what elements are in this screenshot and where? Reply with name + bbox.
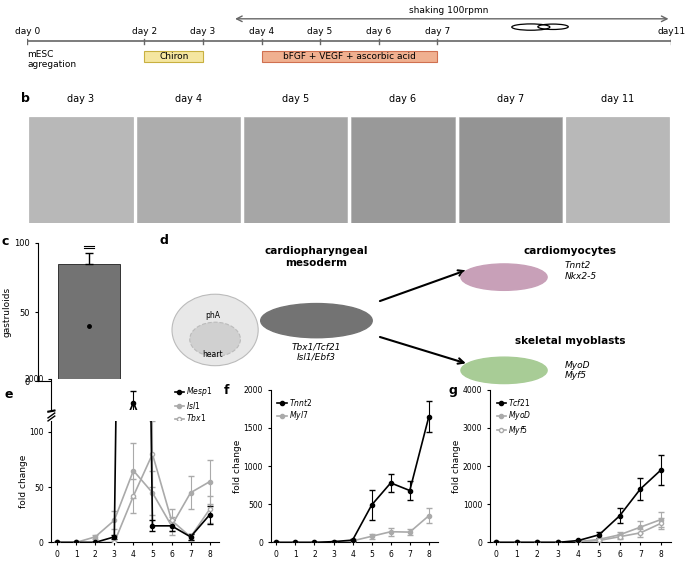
Bar: [458, 116, 562, 223]
Text: d: d: [160, 233, 169, 247]
Text: skeletal myoblasts: skeletal myoblasts: [514, 336, 625, 346]
Legend: $\it{Mesp1}$, $\it{Isl1}$, $\it{Tbx1}$: $\it{Mesp1}$, $\it{Isl1}$, $\it{Tbx1}$: [172, 383, 215, 427]
Text: g: g: [448, 384, 457, 397]
Text: b: b: [21, 92, 30, 105]
Circle shape: [461, 357, 547, 384]
Y-axis label: fold change: fold change: [452, 440, 461, 493]
Bar: [351, 116, 455, 223]
Text: day 2: day 2: [132, 27, 157, 36]
Text: mESC
agregation: mESC agregation: [27, 50, 77, 69]
Text: Tbx1/Tcf21
Isl1/Ebf3: Tbx1/Tcf21 Isl1/Ebf3: [292, 342, 341, 362]
Ellipse shape: [172, 294, 258, 366]
Bar: [244, 116, 347, 223]
Text: heart: heart: [202, 350, 223, 359]
Text: day 4: day 4: [249, 27, 274, 36]
Text: f: f: [223, 384, 229, 397]
Text: day 7: day 7: [497, 94, 524, 103]
Y-axis label: % of beating
gastruloids: % of beating gastruloids: [0, 283, 12, 341]
Text: day 11: day 11: [601, 94, 634, 103]
Legend: $\it{Tnnt2}$, $\it{Myl7}$: $\it{Tnnt2}$, $\it{Myl7}$: [275, 394, 315, 425]
Text: cardiomyocytes: cardiomyocytes: [523, 246, 616, 256]
Text: e: e: [4, 388, 13, 401]
Circle shape: [261, 303, 372, 338]
Text: day 3: day 3: [68, 94, 95, 103]
FancyBboxPatch shape: [145, 51, 203, 62]
Text: phA: phA: [205, 311, 220, 320]
Ellipse shape: [190, 322, 240, 357]
Text: day 6: day 6: [390, 94, 416, 103]
Legend: $\it{Tcf21}$, $\it{MyoD}$, $\it{Myf5}$: $\it{Tcf21}$, $\it{MyoD}$, $\it{Myf5}$: [494, 394, 534, 440]
FancyBboxPatch shape: [262, 51, 437, 62]
Text: Chiron: Chiron: [159, 52, 188, 61]
Circle shape: [461, 264, 547, 290]
Y-axis label: fold change: fold change: [19, 455, 28, 508]
Bar: [58, 264, 120, 381]
Text: bFGF + VEGF + ascorbic acid: bFGF + VEGF + ascorbic acid: [283, 52, 416, 61]
Bar: [566, 116, 669, 223]
Text: day 6: day 6: [366, 27, 391, 36]
Text: day 4: day 4: [175, 94, 202, 103]
Bar: [136, 116, 240, 223]
Text: day 3: day 3: [190, 27, 216, 36]
Text: cardiopharyngeal
mesoderm: cardiopharyngeal mesoderm: [264, 246, 369, 268]
Bar: [29, 116, 133, 223]
Text: Tnnt2
Nkx2-5: Tnnt2 Nkx2-5: [565, 261, 597, 281]
Text: c: c: [2, 234, 9, 247]
Text: day 5: day 5: [282, 94, 310, 103]
Text: MyoD
Myf5: MyoD Myf5: [565, 360, 590, 380]
Text: shaking 100rpmn: shaking 100rpmn: [409, 6, 488, 15]
Text: day 5: day 5: [308, 27, 333, 36]
Y-axis label: fold change: fold change: [233, 440, 242, 493]
Text: day 7: day 7: [425, 27, 450, 36]
Text: day 0: day 0: [15, 27, 40, 36]
Text: day11: day11: [657, 27, 685, 36]
